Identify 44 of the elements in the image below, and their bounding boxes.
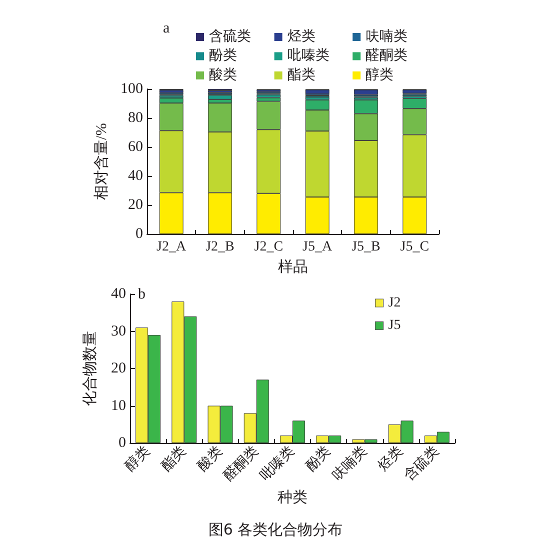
legend-label: 烃类 (287, 28, 316, 44)
legend-label: J5 (388, 318, 401, 334)
x-axis-title: 种类 (278, 489, 308, 506)
y-tick-label: 60 (128, 139, 143, 155)
x-tick-label: 酯类 (158, 442, 190, 474)
x-tick-label: J2_A (156, 240, 187, 254)
x-tick-label: 呋喃类 (329, 442, 370, 484)
chart-title: a (163, 20, 170, 36)
y-tick-label: 20 (111, 360, 126, 376)
x-tick-label: 烃类 (375, 442, 406, 474)
legend-label: 含硫类 (209, 28, 251, 44)
y-tick-label: 20 (128, 197, 143, 213)
bar (208, 95, 232, 100)
legend-label: 醛酮类 (366, 48, 408, 64)
x-tick-label: J2_C (254, 240, 284, 254)
legend-label: 酚类 (209, 48, 237, 64)
legend-label: 吡嗪类 (287, 48, 330, 64)
chart-title: b (138, 286, 146, 302)
y-axis-title: 化合物数量 (82, 331, 98, 406)
y-tick-label: 100 (120, 81, 143, 97)
bar (159, 90, 184, 93)
y-tick-label: 30 (111, 323, 126, 340)
x-tick-label: J2_B (206, 240, 234, 254)
bar (256, 94, 281, 98)
caption: 图6 各类化合物分布 (208, 520, 343, 538)
y-tick-label: 0 (136, 226, 143, 242)
legend-label: 醇类 (366, 66, 394, 83)
bar (354, 90, 378, 95)
y-axis-title: 相对含量/% (93, 123, 110, 200)
x-tick-label: J5_A (302, 240, 333, 254)
x-tick-label: J5_C (400, 240, 430, 254)
y-tick-label: 80 (128, 110, 143, 126)
y-tick-label: 10 (111, 398, 126, 414)
legend-label: 酯类 (287, 66, 316, 83)
bar (402, 90, 427, 94)
legend-label: 酸类 (209, 66, 237, 83)
y-tick-label: 0 (118, 435, 126, 451)
x-axis-title: 样品 (278, 258, 308, 276)
legend-label: J2 (388, 296, 401, 310)
bar (305, 90, 330, 94)
legend-label: 呋喃类 (366, 28, 408, 44)
x-tick-label: J5_B (352, 240, 380, 254)
y-tick-label: 40 (128, 168, 143, 184)
y-tick-label: 40 (111, 286, 126, 302)
